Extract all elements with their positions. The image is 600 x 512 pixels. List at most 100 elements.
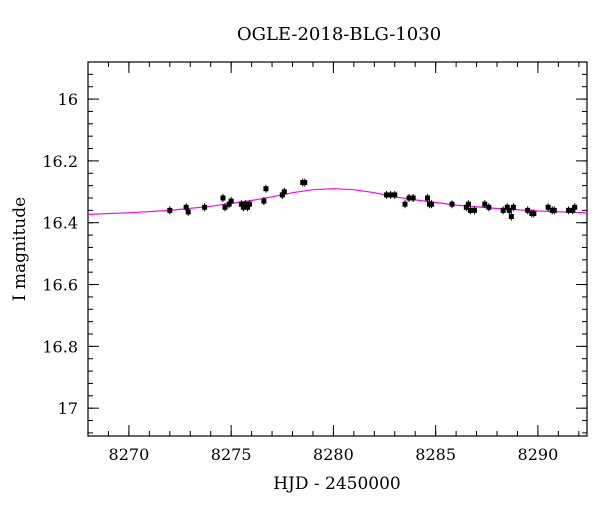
- data-point: [402, 200, 408, 209]
- point-marker: [572, 204, 578, 210]
- point-marker: [551, 207, 557, 213]
- point-marker: [525, 207, 531, 213]
- data-point: [500, 206, 506, 215]
- point-marker: [429, 201, 435, 207]
- y-tick-labels: 16 16.2 16.4 16.6 16.8 17: [42, 90, 78, 418]
- data-point: [406, 194, 412, 202]
- point-marker: [263, 186, 269, 192]
- point-marker: [566, 207, 572, 213]
- data-point: [261, 197, 267, 206]
- data-point: [263, 184, 269, 193]
- point-marker: [486, 204, 492, 210]
- y-tick-label: 16: [58, 90, 78, 109]
- point-marker: [384, 192, 390, 198]
- point-marker: [392, 192, 398, 198]
- data-point: [506, 206, 512, 215]
- y-tick-label: 16.4: [42, 214, 78, 233]
- point-marker: [183, 204, 189, 210]
- point-marker: [570, 207, 576, 213]
- point-marker: [545, 204, 551, 210]
- point-marker: [482, 201, 488, 207]
- chart-title: OGLE-2018-BLG-1030: [237, 24, 441, 45]
- y-tick-label: 17: [58, 399, 78, 418]
- major-ticks: [88, 62, 587, 436]
- point-marker: [406, 195, 412, 201]
- data-point: [482, 200, 488, 209]
- point-marker: [388, 192, 394, 198]
- data-point: [167, 206, 173, 215]
- point-marker: [238, 201, 244, 207]
- point-marker: [510, 204, 516, 210]
- point-marker: [220, 195, 226, 201]
- data-point: [508, 212, 514, 221]
- x-tick-label: 8280: [313, 445, 354, 464]
- data-point: [510, 203, 516, 212]
- point-marker: [302, 180, 308, 186]
- data-points-layer: [167, 178, 578, 221]
- point-marker: [449, 201, 455, 207]
- data-point: [566, 206, 572, 215]
- point-marker: [465, 201, 471, 207]
- y-tick-label: 16.2: [42, 152, 78, 171]
- point-marker: [504, 204, 510, 210]
- data-point: [410, 194, 416, 202]
- data-point: [281, 187, 287, 196]
- data-point: [388, 190, 394, 199]
- y-tick-label: 16.6: [42, 276, 78, 295]
- data-point: [392, 190, 398, 199]
- point-marker: [472, 207, 478, 213]
- point-marker: [500, 207, 506, 213]
- data-point: [472, 206, 478, 215]
- point-marker: [508, 214, 514, 220]
- point-marker: [226, 201, 232, 207]
- point-marker: [228, 198, 234, 204]
- point-marker: [222, 204, 228, 210]
- minor-ticks: [87, 61, 587, 436]
- model-curve-layer: [87, 188, 588, 215]
- point-marker: [531, 210, 537, 216]
- data-point: [545, 203, 551, 212]
- point-marker: [202, 204, 208, 210]
- point-marker: [185, 209, 191, 215]
- plot-frame: [87, 61, 588, 437]
- point-marker: [281, 189, 287, 195]
- data-point: [525, 206, 531, 215]
- data-point: [449, 200, 455, 209]
- data-point: [228, 197, 234, 206]
- data-point: [202, 203, 208, 212]
- data-point: [424, 194, 430, 202]
- data-point: [572, 203, 578, 212]
- point-marker: [424, 195, 430, 201]
- data-point: [531, 209, 537, 218]
- point-marker: [261, 198, 267, 204]
- point-marker: [402, 201, 408, 207]
- point-marker: [167, 207, 173, 213]
- data-point: [185, 207, 191, 216]
- data-point: [486, 203, 492, 212]
- data-point: [467, 206, 473, 215]
- point-marker: [242, 201, 248, 207]
- point-marker: [467, 207, 473, 213]
- x-tick-labels: 8270 8275 8280 8285 8290: [109, 445, 559, 464]
- x-tick-label: 8285: [415, 445, 456, 464]
- x-tick-label: 8290: [518, 445, 559, 464]
- x-tick-label: 8270: [109, 445, 150, 464]
- point-marker: [247, 201, 253, 207]
- model-curve: [87, 188, 588, 215]
- point-marker: [463, 204, 469, 210]
- y-tick-label: 16.8: [42, 337, 78, 356]
- point-marker: [410, 195, 416, 201]
- data-point: [429, 200, 435, 209]
- data-point: [220, 194, 226, 202]
- data-point: [302, 178, 308, 187]
- x-axis-label: HJD - 2450000: [273, 474, 401, 494]
- point-marker: [240, 204, 246, 210]
- y-axis-label: I magnitude: [10, 197, 30, 301]
- data-point: [222, 203, 228, 212]
- data-point: [465, 200, 471, 209]
- data-point: [247, 200, 253, 209]
- point-marker: [506, 207, 512, 213]
- data-point: [551, 206, 557, 215]
- x-tick-label: 8275: [211, 445, 252, 464]
